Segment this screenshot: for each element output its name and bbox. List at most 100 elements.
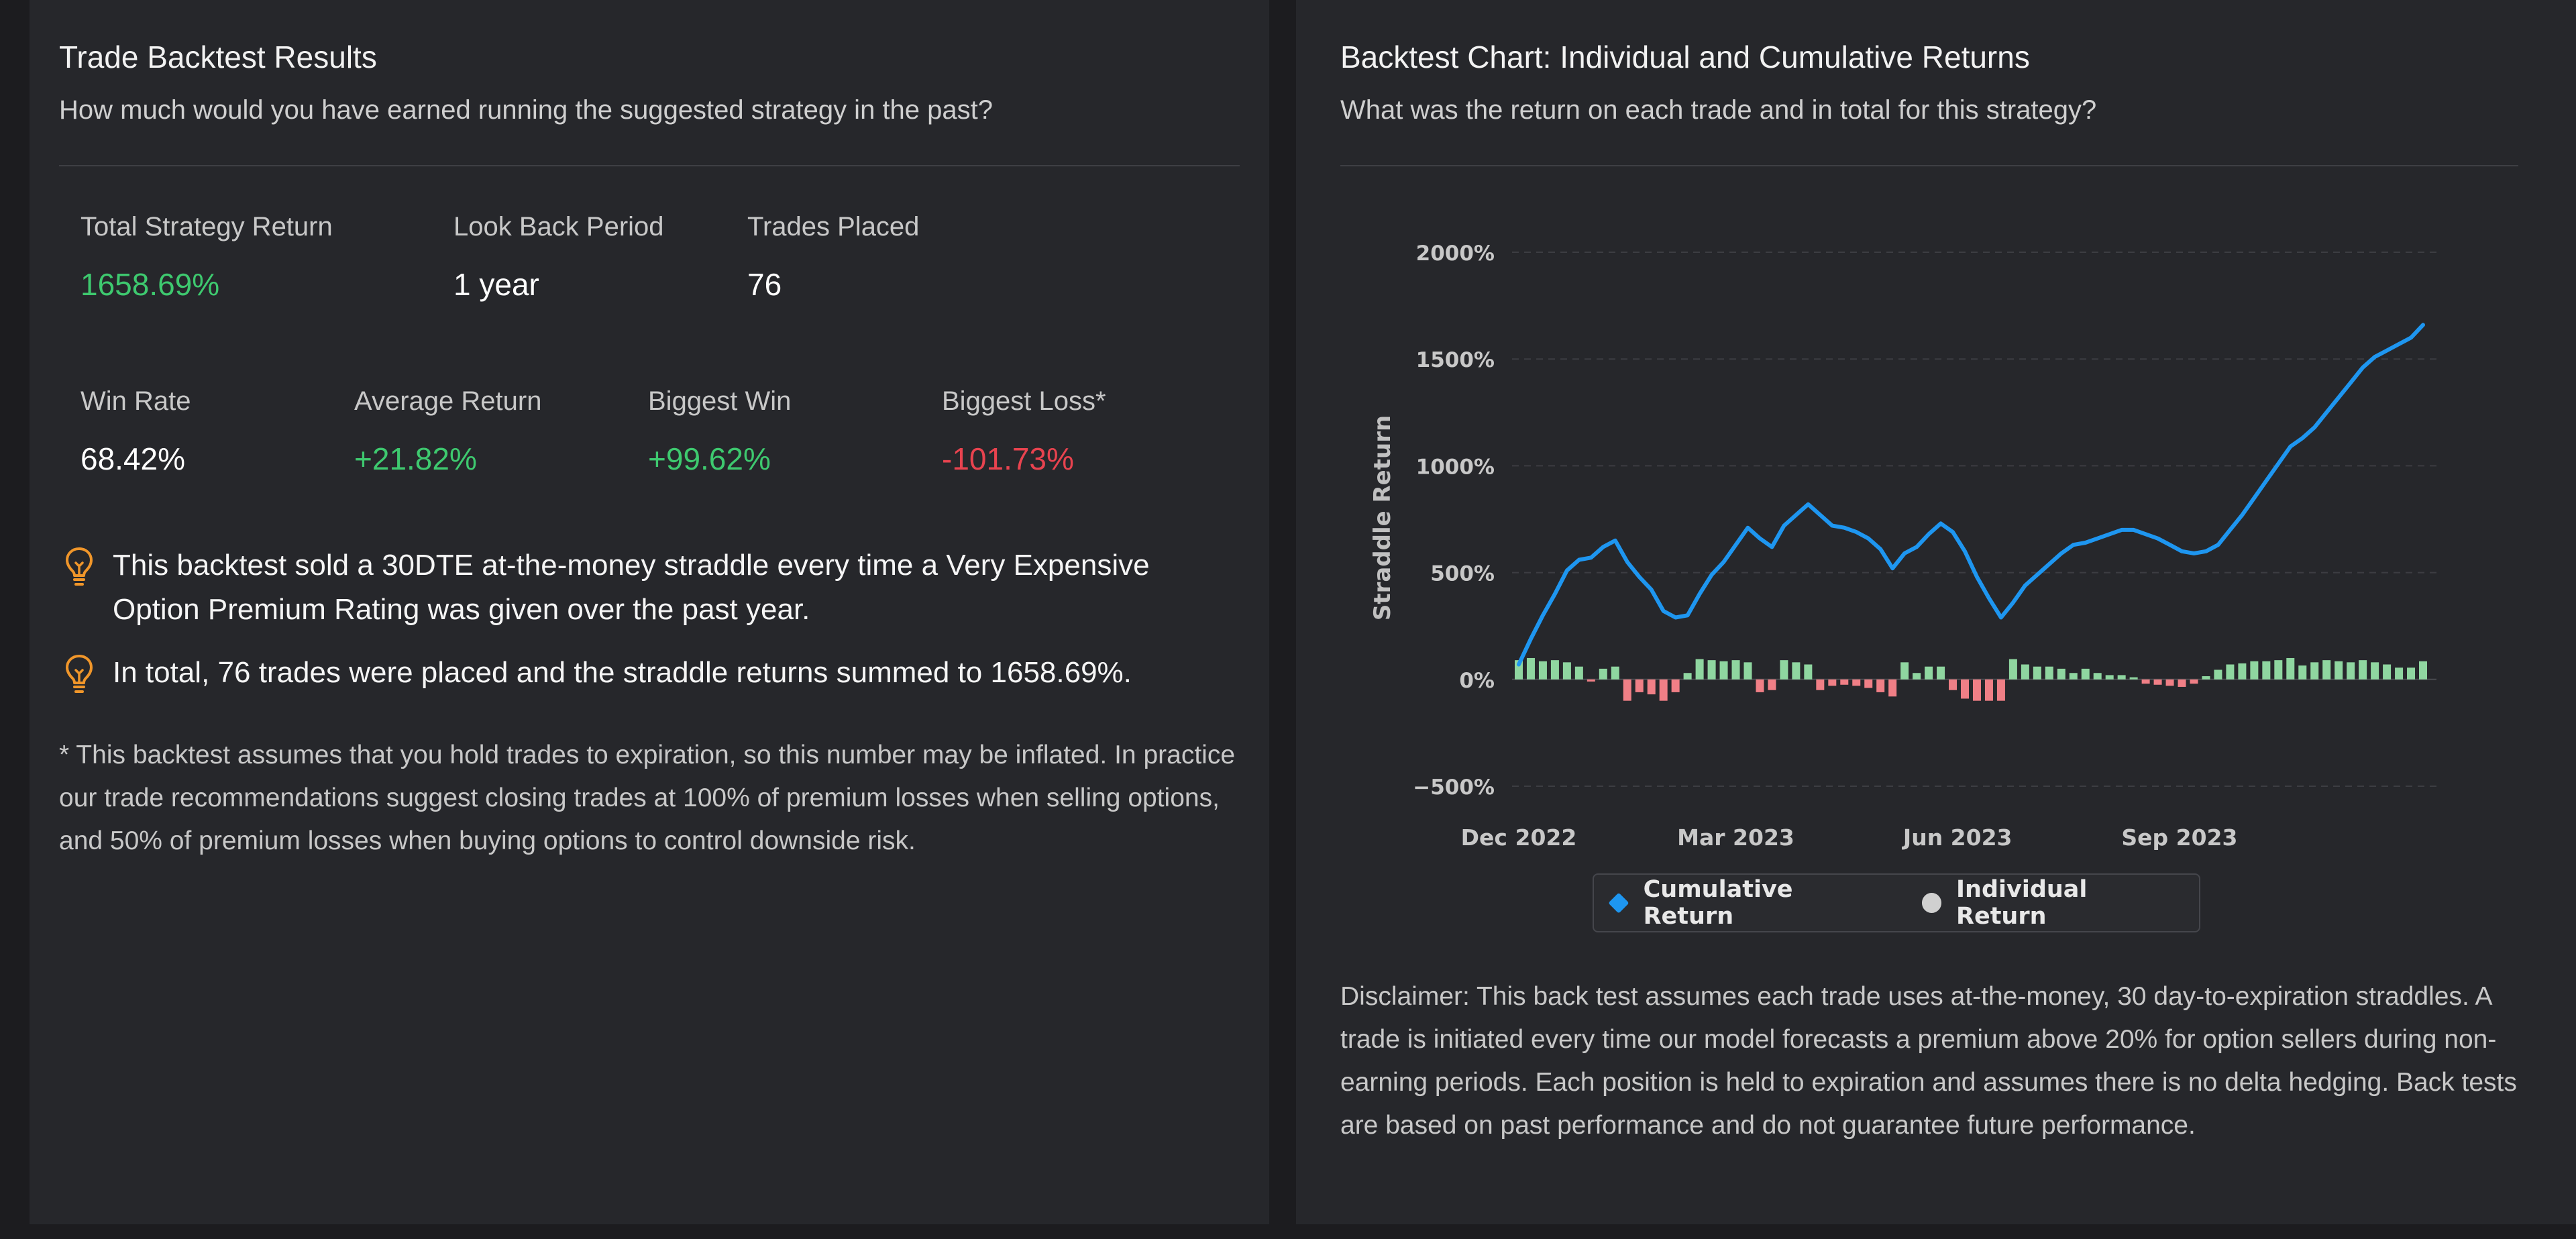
individual-return-bar[interactable] (2129, 677, 2138, 680)
individual-return-bar[interactable] (2395, 667, 2404, 680)
individual-return-bar[interactable] (2407, 667, 2416, 680)
chart-divider (1340, 165, 2518, 166)
individual-return-bar[interactable] (2141, 679, 2150, 684)
tip-text: This backtest sold a 30DTE at-the-money … (113, 549, 1150, 626)
individual-return-bar[interactable] (2371, 662, 2379, 680)
individual-return-bar[interactable] (1937, 666, 1945, 680)
individual-return-bar[interactable] (2214, 669, 2222, 680)
stat-label: Trades Placed (747, 212, 920, 241)
individual-return-bar[interactable] (2105, 675, 2114, 680)
x-tick-label: Sep 2023 (2121, 824, 2237, 851)
results-divider (59, 165, 1240, 166)
individual-return-bar[interactable] (2117, 675, 2126, 680)
individual-return-bar[interactable] (1780, 660, 1788, 680)
individual-return-bar[interactable] (2334, 661, 2343, 680)
stat-value: 76 (747, 267, 782, 302)
legend-item-individual[interactable]: Individual Return (1921, 876, 2182, 930)
individual-return-bar[interactable] (2298, 665, 2307, 680)
individual-return-bar[interactable] (1659, 679, 1668, 701)
individual-return-bar[interactable] (1647, 679, 1656, 695)
individual-return-bar[interactable] (1635, 679, 1644, 692)
lightbulb-icon (66, 547, 93, 586)
individual-return-bar[interactable] (1562, 662, 1571, 680)
individual-return-bar[interactable] (2165, 679, 2174, 686)
individual-return-bar[interactable] (1719, 661, 1728, 680)
individual-return-bar[interactable] (1768, 679, 1776, 690)
individual-return-bar[interactable] (1731, 660, 1740, 680)
legend-item-cumulative[interactable]: Cumulative Return (1608, 876, 1887, 930)
individual-return-bar[interactable] (2419, 661, 2427, 680)
returns-chart[interactable]: −500% 0% 500% 1000% 1500% 2000% Dec 2022 Mar 2… (1296, 0, 2576, 953)
stat-total-strategy-return: Total Strategy Return 1658.69% (80, 212, 333, 303)
individual-return-bar[interactable] (1864, 679, 1873, 688)
individual-return-bar[interactable] (1984, 679, 1993, 701)
individual-return-bar[interactable] (1538, 661, 1547, 680)
individual-return-bar[interactable] (2178, 679, 2186, 687)
legend-marker-cumulative (1608, 892, 1629, 914)
individual-return-bar[interactable] (1996, 679, 2005, 701)
individual-return-bar[interactable] (2383, 664, 2392, 680)
individual-return-bar[interactable] (2322, 660, 2331, 680)
individual-return-bar[interactable] (2190, 679, 2198, 684)
individual-return-bar[interactable] (1587, 679, 1595, 682)
y-tick-label: 0% (1459, 669, 1495, 693)
individual-return-bar[interactable] (1671, 679, 1680, 692)
individual-return-bar[interactable] (1707, 660, 1716, 680)
individual-return-bar[interactable] (1840, 679, 1849, 685)
individual-return-bar[interactable] (1611, 666, 1619, 680)
individual-return-bar[interactable] (1623, 679, 1631, 701)
individual-return-bar[interactable] (2347, 662, 2355, 680)
individual-return-bar[interactable] (1792, 662, 1801, 680)
y-tick-label: 1500% (1416, 348, 1495, 372)
stat-average-return: Average Return +21.82% (354, 386, 541, 477)
individual-return-bar[interactable] (2057, 668, 2065, 680)
individual-return-bar[interactable] (2093, 673, 2102, 680)
individual-return-bar[interactable] (1972, 679, 1981, 701)
individual-return-bar[interactable] (2238, 663, 2247, 680)
individual-return-bar[interactable] (1828, 679, 1837, 686)
individual-return-bar[interactable] (1515, 660, 1523, 680)
stat-value: 68.42% (80, 441, 186, 476)
individual-return-bar[interactable] (1756, 679, 1764, 692)
individual-return-bar[interactable] (1743, 662, 1752, 680)
individual-return-bar[interactable] (1599, 668, 1607, 680)
chart-legend: Cumulative Return Individual Return (1593, 873, 2200, 932)
individual-return-bar[interactable] (1888, 679, 1897, 697)
individual-return-bar[interactable] (2310, 662, 2319, 680)
individual-return-bar[interactable] (1804, 664, 1813, 680)
individual-return-bar[interactable] (1816, 679, 1825, 690)
individual-return-bar[interactable] (2250, 661, 2259, 680)
individual-return-bar[interactable] (2274, 660, 2283, 680)
individual-return-bar[interactable] (1683, 673, 1692, 680)
individual-return-bar[interactable] (2153, 679, 2162, 685)
individual-return-bar[interactable] (1695, 659, 1704, 680)
individual-return-bar[interactable] (2033, 666, 2041, 680)
individual-return-bar[interactable] (1949, 679, 1957, 690)
y-tick-label: 500% (1430, 562, 1495, 586)
individual-return-bar[interactable] (2008, 659, 2017, 680)
individual-return-bar[interactable] (1876, 679, 1885, 692)
individual-return-bar[interactable] (1913, 673, 1921, 680)
individual-return-bar[interactable] (2202, 676, 2210, 680)
individual-return-bar[interactable] (2226, 664, 2235, 680)
individual-return-bar[interactable] (1550, 660, 1559, 680)
chart-disclaimer: Disclaimer: This back test assumes each … (1340, 982, 2517, 1140)
legend-label: Individual Return (1956, 876, 2088, 930)
individual-return-bar[interactable] (2069, 673, 2078, 680)
individual-return-bar[interactable] (2262, 661, 2271, 680)
individual-return-bar[interactable] (2021, 664, 2029, 680)
chart-panel-subtitle: What was the return on each trade and in… (1340, 95, 2097, 125)
individual-return-bar[interactable] (1526, 657, 1535, 680)
individual-return-bar[interactable] (1900, 662, 1909, 680)
individual-return-bar[interactable] (1574, 666, 1583, 680)
cumulative-return-line[interactable] (1517, 323, 2425, 667)
individual-return-bar[interactable] (2286, 657, 2295, 680)
stat-label: Biggest Loss* (942, 386, 1106, 416)
individual-return-bar[interactable] (1852, 679, 1861, 686)
individual-return-bar[interactable] (2081, 668, 2090, 680)
individual-return-bar[interactable] (1925, 666, 1933, 680)
individual-return-bar[interactable] (2045, 666, 2053, 680)
individual-return-bar[interactable] (2359, 660, 2367, 680)
individual-return-bar[interactable] (1961, 679, 1970, 699)
tip-text: In total, 76 trades were placed and the … (113, 656, 1132, 689)
